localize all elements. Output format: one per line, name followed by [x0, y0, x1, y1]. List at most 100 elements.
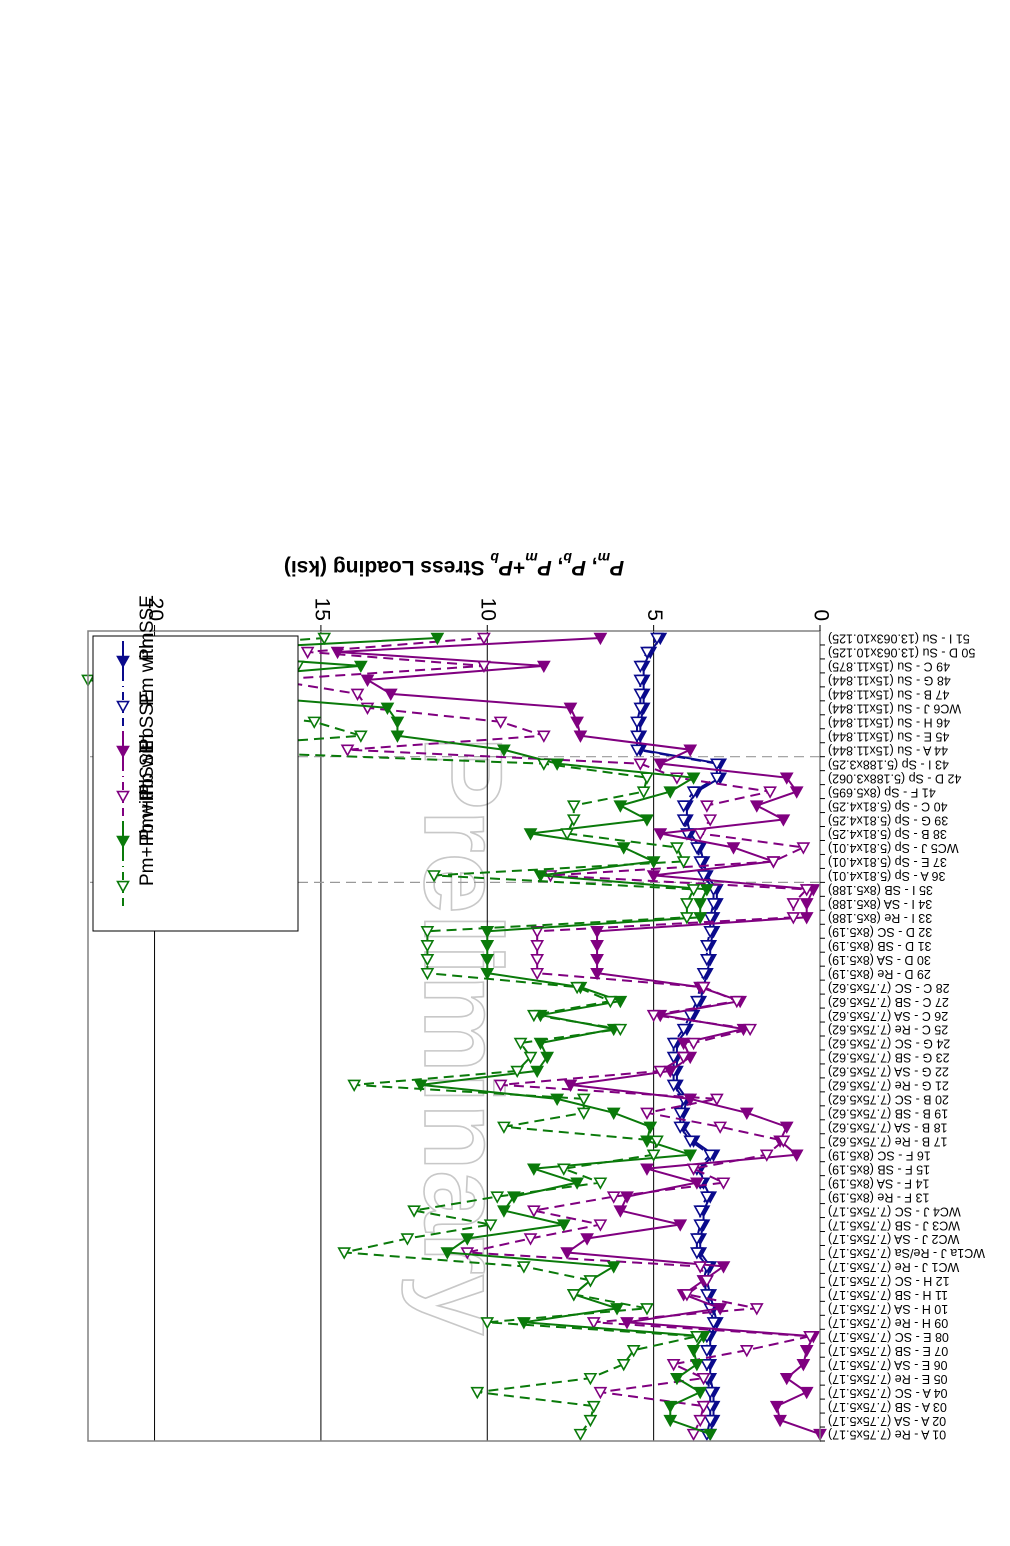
data-point: [700, 1345, 714, 1358]
x-tick-label: 19 B - SB (7.75x5.62): [828, 1107, 948, 1121]
data-point: [693, 1414, 708, 1428]
data-point: [693, 828, 708, 841]
data-point: [470, 1386, 485, 1400]
series-pb: [330, 632, 827, 1442]
data-point: [690, 1177, 704, 1190]
data-point: [700, 1275, 714, 1288]
data-point: [803, 1331, 817, 1344]
data-point: [696, 1372, 711, 1386]
data-point: [347, 1079, 362, 1093]
data-point: [640, 772, 654, 785]
data-point: [593, 1177, 608, 1190]
data-point: [693, 1219, 708, 1232]
data-point: [510, 1065, 525, 1079]
x-tick-label: 17 B - Re (7.75x5.62): [828, 1134, 948, 1148]
data-point: [493, 716, 508, 729]
data-point: [573, 730, 588, 743]
x-tick-label: 29 D - Re (8x5.19): [828, 967, 931, 981]
data-point: [696, 967, 711, 981]
data-point: [420, 967, 435, 981]
data-point: [739, 1345, 754, 1358]
data-point: [769, 1400, 784, 1414]
legend-label: Pm+Pb: [137, 778, 158, 841]
data-point: [523, 1233, 538, 1246]
data-point: [799, 884, 814, 897]
data-point: [430, 632, 445, 646]
data-point: [766, 856, 781, 869]
data-point: [670, 1372, 684, 1386]
data-point: [690, 1247, 704, 1260]
legend-label: Pb: [137, 728, 158, 751]
data-point: [670, 842, 684, 855]
data-point: [390, 716, 405, 729]
x-tick-label: WC1 J - Re (7.75x5.17): [828, 1260, 959, 1274]
data-point: [773, 1414, 787, 1428]
data-point: [799, 912, 814, 925]
legend-marker-swatch: [116, 745, 130, 759]
data-point: [573, 1428, 588, 1442]
data-point: [643, 1121, 658, 1134]
data-point: [743, 1023, 757, 1037]
data-point: [490, 1191, 505, 1204]
legend-label: Pb with SSE: [137, 690, 158, 796]
data-point: [526, 1163, 541, 1176]
data-point: [739, 1107, 754, 1120]
y-axis-title: Pm, Pb, Pm+Pb Stress Loading (ksi): [284, 550, 624, 579]
x-tick-label: 04 A - SC (7.75x5.17): [828, 1386, 948, 1400]
data-point: [566, 814, 581, 827]
data-point: [317, 632, 332, 646]
data-point: [713, 1303, 728, 1316]
data-point: [633, 674, 648, 688]
data-point: [650, 1135, 664, 1148]
data-point: [570, 716, 584, 729]
x-tick-label: 01 A - Re (7.75x5.17): [828, 1428, 946, 1442]
y-tick-label-5: 5: [643, 609, 666, 621]
data-point: [650, 632, 664, 646]
data-point: [749, 800, 764, 813]
x-tick-label: 06 E - SA (7.75x5.17): [828, 1358, 948, 1372]
data-point: [530, 953, 545, 967]
data-point: [593, 632, 608, 646]
x-tick-label: 51 I - Su (13.063x10.125): [828, 632, 970, 646]
data-point: [517, 1317, 531, 1330]
data-point: [300, 646, 315, 660]
data-point: [686, 1163, 701, 1176]
data-point: [583, 1414, 598, 1428]
data-point: [603, 995, 618, 1009]
x-tick-label: 12 H - SC (7.75x5.17): [828, 1274, 950, 1288]
series-pm-pb-with-sse: [81, 632, 704, 1442]
x-tick-label: 05 E - Re (7.75x5.17): [828, 1372, 948, 1386]
data-point: [763, 786, 777, 799]
data-point: [563, 1079, 578, 1093]
data-point: [673, 1219, 688, 1232]
x-tick-label: 15 F - SB (8x5.19): [828, 1162, 930, 1176]
data-point: [610, 1303, 624, 1316]
data-point: [696, 1400, 711, 1414]
data-point: [533, 1037, 548, 1051]
data-point: [337, 1247, 352, 1260]
x-tick-label: 31 D - SB (8x5.19): [828, 939, 932, 953]
data-point: [703, 1414, 718, 1428]
data-point: [460, 1233, 475, 1246]
data-point: [686, 1345, 701, 1358]
data-point: [626, 1345, 641, 1358]
data-point: [799, 1345, 814, 1358]
data-point: [570, 1177, 584, 1190]
x-tick-label: 10 H - SA (7.75x5.17): [828, 1302, 948, 1316]
data-point: [796, 1358, 811, 1372]
data-point: [709, 1093, 724, 1106]
data-point: [556, 1219, 571, 1232]
data-point: [640, 1303, 654, 1316]
data-point: [789, 786, 804, 799]
data-point: [663, 1400, 678, 1414]
x-tick-label: 36 A - Sp (5.81x4.01): [828, 869, 945, 883]
data-point: [586, 1400, 601, 1414]
data-point: [640, 814, 654, 827]
x-tick-label: 45 E - Su (15x11.844): [828, 729, 949, 743]
data-point: [560, 1247, 574, 1260]
x-tick-label: 48 G - Su (15x11.844): [828, 674, 951, 688]
data-point: [563, 702, 578, 715]
data-point: [580, 1233, 594, 1246]
data-point: [550, 758, 565, 771]
